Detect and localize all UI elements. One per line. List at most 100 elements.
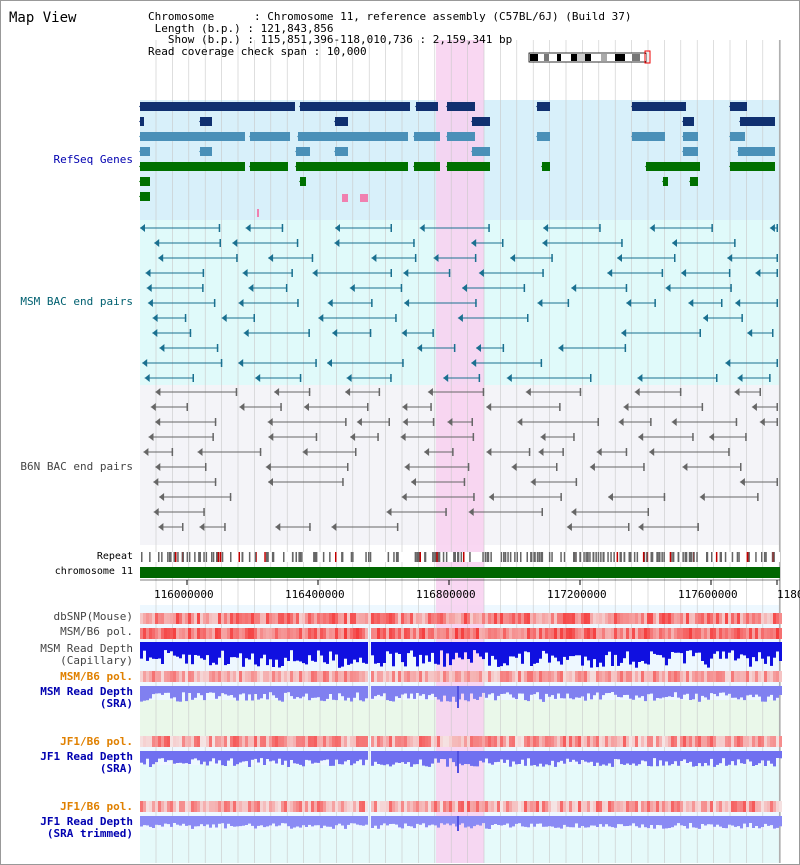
b6n-bac-end-cap — [171, 448, 174, 456]
msm-b6-pol-cell — [680, 628, 683, 639]
jf1-depth-sra-bar — [503, 751, 506, 763]
jf1-depth-sra-bar — [485, 751, 488, 759]
jf1-depth-trim-bar — [611, 816, 614, 828]
jf1-depth-sra-bar — [203, 751, 206, 762]
msm-b6-pol-sra-cell — [632, 671, 635, 682]
msm-b6-pol-sra-cell — [167, 671, 170, 682]
b6n-bac-end-marker — [274, 388, 280, 396]
msm-bac-label: MSM BAC end pairs — [20, 295, 133, 308]
jf1-b6-pol-trim-cell — [614, 801, 617, 812]
msm-bac-end-marker — [703, 314, 708, 322]
msm-depth-capillary-bar — [161, 642, 164, 664]
msm-depth-capillary-bar — [719, 642, 722, 659]
jf1-depth-sra-bar — [200, 751, 203, 765]
msm-depth-capillary-bar — [536, 642, 539, 663]
jf1-depth-sra-bar — [191, 751, 194, 760]
jf1-depth-sra-bar — [662, 751, 665, 766]
gene-arrow — [334, 117, 339, 126]
show-value: 115,851,396-118,010,736 : 2,159,341 bp — [260, 33, 513, 46]
dbsnp-cell — [320, 613, 323, 624]
msm-depth-capillary-bar — [458, 642, 461, 658]
jf1-b6-pol-cell — [191, 736, 194, 747]
refseq-gene — [296, 162, 408, 171]
msm-b6-pol-cell — [491, 628, 494, 639]
jf1-depth-sra-bar — [326, 751, 329, 760]
msm-b6-pol-cell — [224, 628, 227, 639]
dbsnp-cell — [197, 613, 200, 624]
msm-depth-sra-bar — [275, 686, 278, 698]
msm-bac-end-cap — [371, 299, 373, 307]
msm-depth-sra-bar — [161, 686, 164, 695]
msm-b6-pol-cell — [182, 628, 185, 639]
msm-depth-sra-bar — [335, 686, 338, 701]
jf1-b6-pol-cell — [308, 736, 311, 747]
repeat-element — [267, 552, 269, 562]
jf1-b6-pol-cell — [230, 736, 233, 747]
dbsnp-cell — [608, 613, 611, 624]
msm-bac-end-marker — [457, 314, 463, 322]
dbsnp-cell — [281, 613, 284, 624]
jf1-b6-pol-cell — [686, 736, 689, 747]
msm-b6-pol-cell — [365, 628, 368, 639]
jf1-depth-trim-bar — [287, 816, 290, 827]
jf1-b6-pol-label-2: JF1/B6 pol. — [60, 800, 133, 813]
jf1-depth-sra-bar — [464, 751, 467, 764]
jf1-b6-pol-cell — [671, 736, 674, 747]
msm-depth-capillary-bar — [362, 642, 365, 663]
jf1-depth-trim-bar — [773, 816, 776, 829]
msm-b6-pol-sra-cell — [416, 671, 419, 682]
b6n-bac-end-marker — [540, 433, 546, 441]
msm-b6-pol-sra-cell — [533, 671, 536, 682]
dbsnp-cell — [242, 613, 245, 624]
msm-b6-pol-cell — [413, 628, 416, 639]
msm-depth-sra-bar — [413, 686, 416, 699]
dbsnp-cell — [161, 613, 164, 624]
dbsnp-cell — [434, 613, 437, 624]
msm-depth-sra-bar — [371, 686, 374, 699]
msm-bac-end-cap — [432, 329, 434, 337]
jf1-b6-pol-trim-cell — [398, 801, 401, 812]
jf1-b6-pol-trim-cell — [485, 801, 488, 812]
msm-b6-pol-cell — [635, 628, 638, 639]
jf1-b6-pol-trim-cell — [203, 801, 206, 812]
jf1-b6-pol-cell — [644, 736, 647, 747]
dbsnp-cell — [233, 613, 236, 624]
b6n-bac-end-cap — [541, 508, 543, 516]
msm-depth-sra-bar — [152, 686, 155, 695]
jf1-depth-sra-bar — [755, 751, 758, 765]
jf1-depth-sra-bar — [458, 751, 461, 764]
msm-depth-capillary-bar — [251, 642, 254, 654]
jf1-depth-trim-bar — [563, 816, 566, 825]
repeat-element — [341, 552, 343, 562]
msm-b6-pol-cell — [707, 628, 710, 639]
jf1-depth-sra-bar — [173, 751, 176, 764]
jf1-depth-sra-bar — [443, 751, 446, 760]
msm-depth-capillary-bar — [350, 642, 353, 664]
jf1-depth-trim-bar — [434, 816, 437, 826]
msm-depth-capillary-bar — [767, 642, 770, 657]
msm-depth-sra-bar — [593, 686, 596, 696]
b6n-bac-end-marker — [402, 418, 408, 426]
b6n-bac-end-cap — [342, 478, 344, 486]
jf1-b6-pol-trim-cell — [317, 801, 320, 812]
jf1-b6-pol-trim-cell — [530, 801, 533, 812]
msm-b6-pol-sra-cell — [575, 671, 578, 682]
b6n-bac-end-cap — [472, 433, 475, 441]
repeat-element — [651, 552, 654, 562]
jf1-b6-pol-cell — [248, 736, 251, 747]
dbsnp-cell — [689, 613, 692, 624]
msm-b6-pol-sra-cell — [206, 671, 209, 682]
msm-depth-sra-bar — [680, 686, 683, 699]
msm-depth-sra-bar — [647, 686, 650, 695]
msm-b6-pol-sra-cell — [344, 671, 347, 682]
msm-depth-sra-bar — [149, 686, 152, 699]
msm-depth-sra-bar — [713, 686, 716, 694]
msm-depth-sra-bar — [569, 686, 572, 699]
msm-depth-sra-bar — [191, 686, 194, 700]
msm-depth-sra-bar — [701, 686, 704, 696]
depth-spike — [457, 751, 459, 773]
jf1-depth-trim-bar — [650, 816, 653, 825]
msm-b6-pol-cell — [551, 628, 554, 639]
msm-b6-pol-sra-cell — [569, 671, 572, 682]
